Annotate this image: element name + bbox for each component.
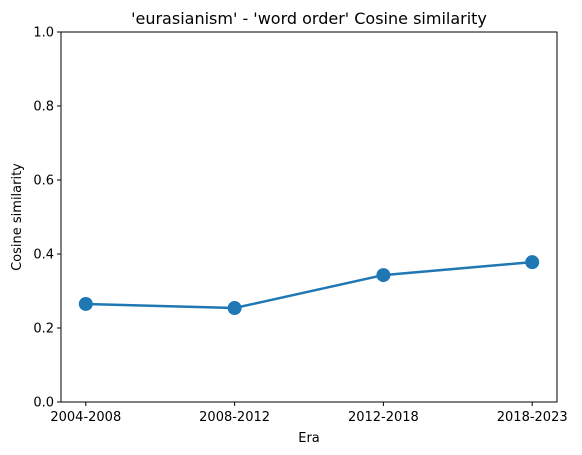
x-axis-label: Era <box>298 431 320 446</box>
y-tick-label: 0.0 <box>33 396 54 411</box>
y-axis-label: Cosine similarity <box>10 163 25 271</box>
data-point <box>79 297 93 311</box>
x-tick-label: 2012-2018 <box>348 410 419 425</box>
x-tick-label: 2018-2023 <box>497 410 568 425</box>
y-tick-label: 0.2 <box>33 322 54 337</box>
plot-frame <box>61 32 557 402</box>
x-tick-label: 2008-2012 <box>199 410 270 425</box>
data-point <box>525 255 539 269</box>
y-tick-label: 1.0 <box>33 26 54 41</box>
y-tick-label: 0.8 <box>33 100 54 115</box>
chart-title: 'eurasianism' - 'word order' Cosine simi… <box>131 9 487 28</box>
plot-area: 0.0 0.2 0.4 0.6 0.8 1.0 2004-2008 2008-2012 2012… <box>33 26 567 426</box>
data-point <box>376 268 390 282</box>
y-tick-label: 0.6 <box>33 174 54 189</box>
y-tick-label: 0.4 <box>33 248 54 263</box>
data-point <box>228 301 242 315</box>
x-tick-label: 2004-2008 <box>50 410 121 425</box>
series-line <box>86 262 532 308</box>
